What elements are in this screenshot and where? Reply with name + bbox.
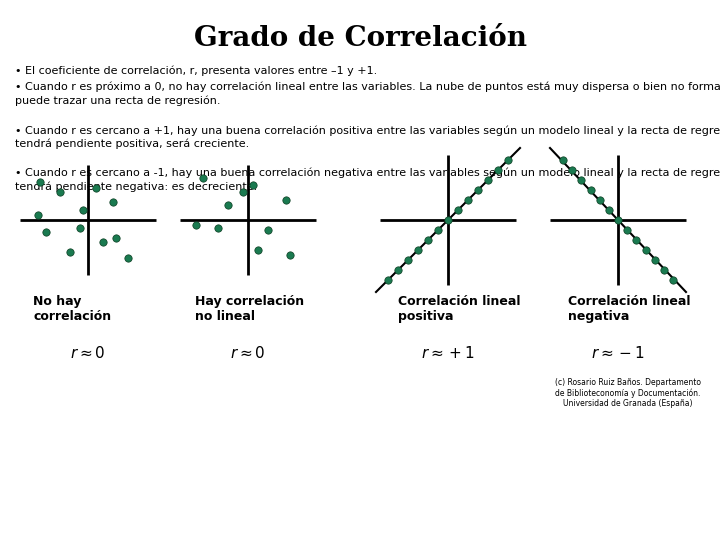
- Point: [442, 215, 454, 224]
- Point: [557, 156, 569, 164]
- Point: [74, 224, 86, 232]
- Point: [252, 246, 264, 254]
- Text: • Cuando r es cercano a +1, hay una buena correlación positiva entre las variabl: • Cuando r es cercano a +1, hay una buen…: [15, 125, 720, 149]
- Point: [452, 206, 464, 214]
- Text: $r\approx -1$: $r\approx -1$: [591, 345, 645, 361]
- Text: $r\approx +1$: $r\approx +1$: [421, 345, 475, 361]
- Point: [190, 221, 202, 230]
- Text: $r\approx 0$: $r\approx 0$: [230, 345, 266, 361]
- Point: [382, 276, 394, 285]
- Point: [567, 166, 578, 174]
- Point: [40, 228, 52, 237]
- Point: [472, 186, 484, 194]
- Point: [35, 178, 46, 186]
- Text: $r\approx 0$: $r\approx 0$: [70, 345, 106, 361]
- Point: [107, 198, 119, 206]
- Text: • Cuando r es próximo a 0, no hay correlación lineal entre las variables. La nub: • Cuando r es próximo a 0, no hay correl…: [15, 82, 720, 106]
- Text: • Cuando r es cercano a -1, hay una buena correlación negativa entre las variabl: • Cuando r es cercano a -1, hay una buen…: [15, 168, 720, 192]
- Point: [503, 156, 514, 164]
- Point: [222, 201, 234, 210]
- Point: [462, 195, 474, 204]
- Point: [64, 248, 76, 256]
- Point: [32, 211, 44, 219]
- Point: [612, 215, 624, 224]
- Point: [432, 226, 444, 234]
- Text: No hay
correlación: No hay correlación: [33, 295, 111, 323]
- Text: Hay correlación
no lineal: Hay correlación no lineal: [195, 295, 304, 323]
- Text: Correlación lineal
positiva: Correlación lineal positiva: [398, 295, 521, 323]
- Point: [621, 226, 633, 234]
- Point: [649, 255, 660, 264]
- Point: [492, 166, 504, 174]
- Point: [212, 224, 224, 232]
- Point: [422, 235, 433, 244]
- Point: [247, 181, 258, 190]
- Point: [238, 188, 249, 197]
- Point: [262, 226, 274, 234]
- Text: Grado de Correlación: Grado de Correlación: [194, 25, 526, 52]
- Point: [54, 188, 66, 197]
- Point: [482, 176, 494, 184]
- Point: [631, 235, 642, 244]
- Point: [413, 246, 424, 254]
- Point: [90, 184, 102, 192]
- Point: [197, 174, 209, 183]
- Point: [603, 206, 615, 214]
- Point: [122, 254, 134, 262]
- Point: [280, 195, 292, 204]
- Point: [640, 246, 652, 254]
- Text: Correlación lineal
negativa: Correlación lineal negativa: [568, 295, 690, 323]
- Point: [284, 251, 296, 259]
- Point: [110, 234, 122, 242]
- Point: [402, 255, 414, 264]
- Point: [77, 206, 89, 214]
- Point: [667, 276, 679, 285]
- Point: [658, 266, 670, 274]
- Text: (c) Rosario Ruiz Baños. Departamento
de Biblioteconomía y Documentación.
Univers: (c) Rosario Ruiz Baños. Departamento de …: [555, 378, 701, 408]
- Text: • El coeficiente de correlación, r, presenta valores entre –1 y +1.: • El coeficiente de correlación, r, pres…: [15, 65, 377, 76]
- Point: [575, 176, 587, 184]
- Point: [392, 266, 404, 274]
- Point: [594, 195, 606, 204]
- Point: [97, 238, 109, 246]
- Point: [585, 186, 596, 194]
